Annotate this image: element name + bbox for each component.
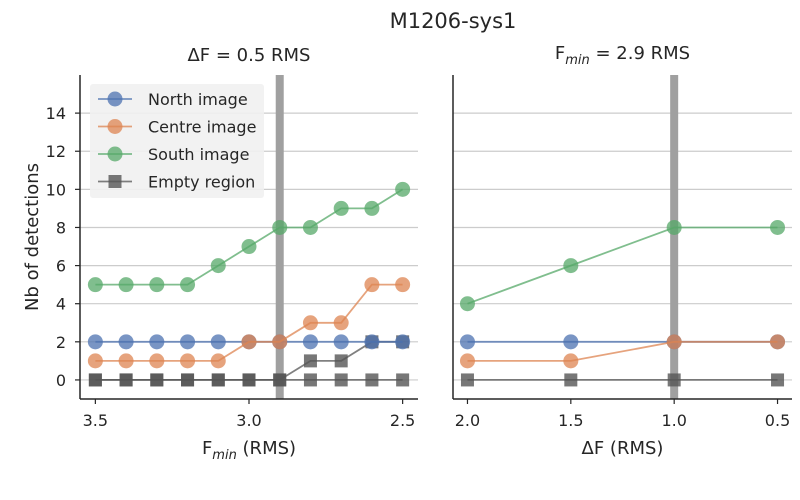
series-point — [119, 373, 133, 387]
south-image-point — [180, 277, 196, 293]
south-image-point — [241, 239, 257, 255]
south-image-point — [770, 219, 786, 235]
north-image-point — [364, 334, 380, 350]
series-point — [242, 373, 256, 387]
legend-marker — [107, 146, 123, 162]
series-point — [273, 373, 287, 387]
centre-image-line — [467, 340, 778, 362]
series-point — [181, 373, 195, 387]
subplot-title: Fmin = 2.9 RMS — [555, 43, 690, 68]
subplot-title: ΔF = 0.5 RMS — [187, 45, 310, 66]
centre-image-point — [364, 277, 380, 293]
centre-image-point — [459, 353, 475, 369]
south-image-line — [467, 226, 778, 305]
empty-region-point — [334, 373, 348, 387]
south-image-point — [395, 181, 411, 197]
series-point — [334, 354, 348, 368]
y-tick-label: 4 — [56, 295, 66, 314]
y-tick-label: 2 — [56, 333, 66, 352]
series-point — [211, 373, 225, 387]
legend-label: South image — [148, 145, 249, 164]
y-tick-label: 8 — [56, 218, 66, 237]
north-image-point — [118, 334, 134, 350]
north-image-point — [302, 334, 318, 350]
empty-region-point — [460, 373, 474, 387]
legend-marker — [107, 91, 123, 107]
figure-title: M1206-sys1 — [390, 9, 517, 33]
north-image-point — [563, 334, 579, 350]
empty-region-point — [564, 373, 578, 387]
series-point — [150, 373, 164, 387]
x-tick-label: 2.0 — [455, 411, 480, 430]
centre-image-point — [210, 353, 226, 369]
south-image-point — [563, 258, 579, 274]
south-image-point — [87, 277, 103, 293]
threshold-band — [275, 75, 284, 399]
empty-region-point — [667, 373, 681, 387]
legend-label: North image — [148, 90, 248, 109]
north-image-point — [333, 334, 349, 350]
y-tick-label: 12 — [46, 142, 66, 161]
threshold-band — [670, 75, 679, 399]
y-axis-label: Nb of detections — [22, 163, 43, 311]
x-tick-label: 3.0 — [236, 411, 261, 430]
south-image-point — [149, 277, 165, 293]
north-image-point — [459, 334, 475, 350]
north-image-point — [149, 334, 165, 350]
south-image-point — [364, 200, 380, 216]
north-image-point — [87, 334, 103, 350]
south-image-point — [333, 200, 349, 216]
centre-image-line — [95, 283, 403, 362]
y-tick-label: 10 — [46, 180, 66, 199]
x-axis-label: Fmin (RMS) — [202, 438, 296, 463]
south-image-line — [95, 188, 404, 286]
centre-image-point — [333, 315, 349, 331]
x-tick-label: 2.5 — [390, 411, 415, 430]
y-tick-label: 14 — [46, 104, 66, 123]
y-tick-label: 6 — [56, 257, 66, 276]
x-axis-label: ΔF (RMS) — [582, 438, 664, 459]
y-tick-label: 0 — [56, 371, 66, 390]
south-image-point — [272, 219, 288, 235]
empty-region-point — [771, 373, 785, 387]
centre-image-point — [118, 353, 134, 369]
legend-marker — [108, 175, 122, 188]
centre-image-point — [563, 353, 579, 369]
legend-label: Empty region — [148, 173, 255, 192]
centre-image-point — [302, 315, 318, 331]
legend: North image Centre image South image Empty … — [90, 84, 264, 198]
legend-label: Centre image — [148, 118, 256, 137]
south-image-point — [459, 296, 475, 312]
x-tick-label: 3.5 — [83, 411, 108, 430]
centre-image-point — [87, 353, 103, 369]
centre-image-point — [272, 334, 288, 350]
centre-image-point — [241, 334, 257, 350]
series-point — [303, 354, 317, 368]
south-image-point — [210, 258, 226, 274]
empty-region-point — [396, 373, 410, 387]
x-tick-label: 1.5 — [558, 411, 583, 430]
centre-image-point — [149, 353, 165, 369]
x-tick-label: 1.0 — [661, 411, 686, 430]
centre-image-point — [395, 277, 411, 293]
series-point — [88, 373, 102, 387]
left-chart-panel: 3.5 3.0 2.5 0 2 4 6 8 10 12 14 Nb of detections ΔF =… — [22, 45, 418, 463]
x-tick-label: 0.5 — [765, 411, 790, 430]
centre-image-point — [180, 353, 196, 369]
legend-box — [90, 84, 264, 198]
south-image-point — [118, 277, 134, 293]
centre-image-point — [666, 334, 682, 350]
north-image-point — [180, 334, 196, 350]
south-image-point — [666, 219, 682, 235]
south-image-point — [302, 219, 318, 235]
right-chart-panel: 2.0 1.5 1.0 0.5 Fmin = 2.9 RMS ΔF (RMS) — [452, 43, 792, 459]
north-image-point — [210, 334, 226, 350]
legend-marker — [107, 119, 123, 134]
centre-image-point — [770, 334, 786, 350]
empty-region-point — [303, 373, 317, 387]
empty-region-point — [365, 373, 379, 387]
north-image-point — [395, 334, 411, 350]
